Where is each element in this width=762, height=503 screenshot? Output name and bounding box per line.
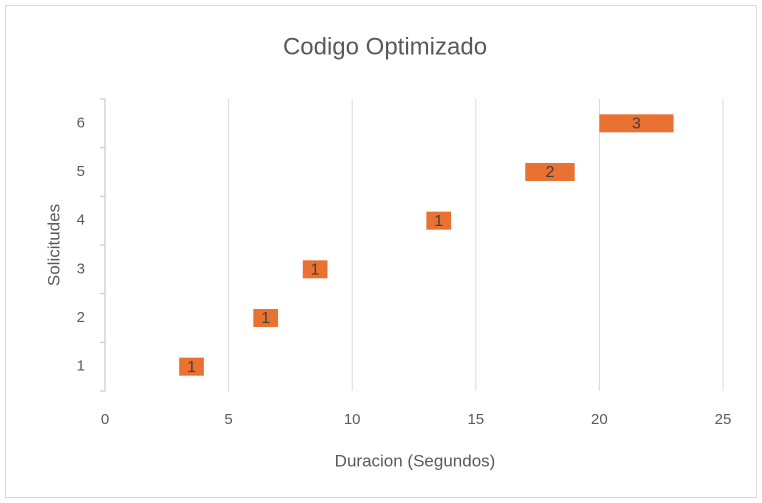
y-tick-label: 2 [77, 309, 85, 326]
data-label: 1 [311, 262, 320, 279]
bar [253, 309, 279, 327]
data-label: 3 [632, 116, 641, 133]
x-tick-label: 20 [591, 411, 608, 428]
chart-border [5, 5, 757, 498]
data-label: 1 [434, 213, 443, 230]
y-tick-label: 5 [77, 163, 85, 180]
x-tick-label: 0 [101, 411, 109, 428]
chart-title: Codigo Optimizado [283, 33, 487, 60]
data-label: 1 [187, 359, 196, 376]
bar [599, 114, 674, 133]
y-tick-label: 6 [77, 114, 85, 131]
x-tick-label: 5 [224, 411, 232, 428]
data-label: 2 [546, 164, 555, 181]
bar [179, 357, 204, 376]
bar [302, 260, 328, 279]
y-tick-label: 1 [77, 358, 85, 375]
x-axis-title: Duracion (Segundos) [335, 451, 496, 470]
y-tick-label: 3 [77, 260, 85, 277]
y-tick-label: 4 [77, 212, 85, 229]
y-axis-title: Solicitudes [44, 204, 63, 286]
bar [525, 163, 575, 181]
x-tick-label: 25 [715, 411, 732, 428]
x-tick-label: 15 [467, 411, 484, 428]
data-label: 1 [261, 310, 270, 327]
bar [426, 211, 452, 230]
x-tick-label: 10 [344, 411, 361, 428]
